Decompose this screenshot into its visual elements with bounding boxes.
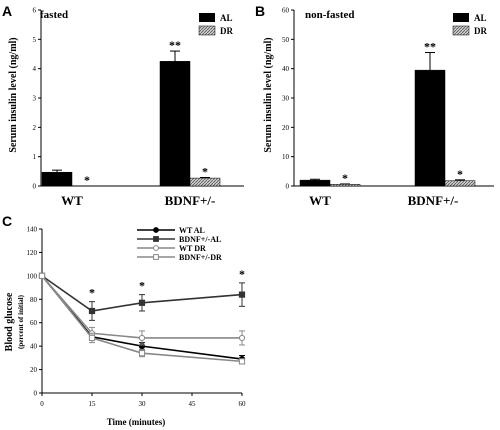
panel-c-y-sublabel: (percent of initial) xyxy=(17,294,25,349)
panel-c-legend-marker xyxy=(153,245,159,251)
panel-b-category-wt: WT xyxy=(309,193,331,208)
panel-c-y-tick-label: 60 xyxy=(30,319,38,327)
panel-c-legend-label: BDNF+/-AL xyxy=(179,235,221,244)
panel-b-y-tick-label: 0 xyxy=(286,183,290,191)
panel-c-legend-label: WT AL xyxy=(179,226,205,235)
panel-b-y-tick-label: 30 xyxy=(282,95,290,103)
panel-c-legend-marker xyxy=(153,254,159,260)
panel-c-y-label: Blood glucose xyxy=(4,292,15,351)
panel-b-label: B xyxy=(255,3,265,19)
panel-a-condition: fasted xyxy=(40,9,68,21)
panel-c-data-point xyxy=(88,334,96,342)
panel-c-chart: C Blood glucose (percent of initial) Tim… xyxy=(2,213,246,427)
panel-a-y-tick-label: 4 xyxy=(33,65,37,73)
panel-c-data-point xyxy=(138,334,146,342)
panel-b-bar-al xyxy=(299,179,331,187)
panel-c-series-line xyxy=(41,275,242,339)
panel-c-x-tick-label: 60 xyxy=(239,400,247,408)
panel-c-data-point xyxy=(88,307,96,315)
panel-a-y-tick-label: 6 xyxy=(33,7,37,15)
panel-a-legend-al: AL xyxy=(220,13,233,23)
panel-b-bar-al xyxy=(414,69,446,187)
panel-c-legend-label: BDNF+/-DR xyxy=(179,253,222,262)
panel-a-significance-mark: * xyxy=(84,173,90,187)
panel-b-legend-dr-swatch xyxy=(452,25,470,36)
panel-c-data-point xyxy=(38,272,46,279)
panel-b-condition: non-fasted xyxy=(305,9,355,21)
panel-c-series-line xyxy=(41,275,243,312)
panel-a-category-wt: WT xyxy=(61,193,83,208)
panel-b-legend-al: AL xyxy=(474,13,487,23)
panel-c-x-label: Time (minutes) xyxy=(107,417,166,427)
panel-c-legend-label: WT DR xyxy=(179,244,206,253)
panel-c-legend-marker xyxy=(153,236,159,242)
panel-c-y-tick-label: 20 xyxy=(30,366,38,374)
panel-c-y-tick-label: 140 xyxy=(27,226,38,234)
panel-b-y-tick-label: 60 xyxy=(282,7,290,15)
panel-c-x-tick-label: 30 xyxy=(139,400,147,408)
panel-a-significance-mark: * xyxy=(202,164,208,178)
panel-b-legend-al-swatch xyxy=(453,13,469,22)
panel-c-y-tick-label: 80 xyxy=(30,296,38,304)
panel-b-significance-mark: * xyxy=(342,171,348,185)
panel-c-data-point xyxy=(238,334,246,342)
panel-a-bar-al xyxy=(41,171,73,187)
panel-b-chart: B Serum insulin level (ng/ml) non-fasted… xyxy=(255,3,494,208)
panel-c-significance-mark: * xyxy=(239,267,245,281)
panel-a-y-label: Serum insulin level (ng/ml) xyxy=(8,37,19,152)
panel-b-y-label: Serum insulin level (ng/ml) xyxy=(263,37,274,152)
panel-a-y-tick-label: 1 xyxy=(33,153,37,161)
panel-a-category-bdnf: BDNF+/- xyxy=(165,193,216,208)
panel-c-y-tick-label: 40 xyxy=(30,343,38,351)
panel-b-significance-mark: * xyxy=(457,167,463,181)
panel-c-data-point xyxy=(138,350,146,357)
panel-a-legend-dr: DR xyxy=(220,26,233,36)
panel-c-series-line xyxy=(41,275,243,363)
panel-c-y-tick-label: 120 xyxy=(27,249,38,257)
panel-b-y-tick-label: 50 xyxy=(282,36,290,44)
panel-b-bar-dr xyxy=(444,180,476,187)
panel-c-data-point xyxy=(238,291,246,298)
panel-b-legend-dr: DR xyxy=(474,26,487,36)
panel-b-y-tick-label: 20 xyxy=(282,124,290,132)
panel-b-y-tick-label: 10 xyxy=(282,153,290,161)
panel-c-y-tick-label: 100 xyxy=(27,272,38,280)
panel-b-y-tick-label: 40 xyxy=(282,65,290,73)
panel-b-significance-mark: ** xyxy=(424,40,436,54)
panel-a-y-tick-label: 0 xyxy=(33,183,37,191)
panel-c-label: C xyxy=(2,213,12,229)
panel-c-data-point xyxy=(238,358,246,365)
panel-a-y-tick-label: 2 xyxy=(33,124,37,132)
panel-c-y-tick-label: 0 xyxy=(34,390,38,398)
panel-b-category-bdnf: BDNF+/- xyxy=(408,193,459,208)
panel-a-bar-al xyxy=(159,61,191,187)
panel-a-legend-al-swatch xyxy=(199,13,215,22)
panel-c-data-point xyxy=(138,299,146,306)
panel-c-x-tick-label: 0 xyxy=(40,400,44,408)
panel-a-y-tick-label: 5 xyxy=(33,36,37,44)
panel-c-significance-mark: * xyxy=(139,279,145,293)
panel-a-bar-dr xyxy=(189,177,221,187)
panel-a-legend-dr-swatch xyxy=(198,25,216,36)
panel-a-label: A xyxy=(2,3,12,19)
panel-c-x-tick-label: 45 xyxy=(189,400,197,408)
panel-a-y-tick-label: 3 xyxy=(33,95,37,103)
panel-c-legend-marker xyxy=(153,227,159,233)
panel-a-significance-mark: ** xyxy=(169,38,181,52)
panel-a-chart: A Serum insulin level (ng/ml) fasted WT … xyxy=(2,3,244,208)
panel-c-significance-mark: * xyxy=(89,286,95,300)
panel-c-x-tick-label: 15 xyxy=(89,400,97,408)
